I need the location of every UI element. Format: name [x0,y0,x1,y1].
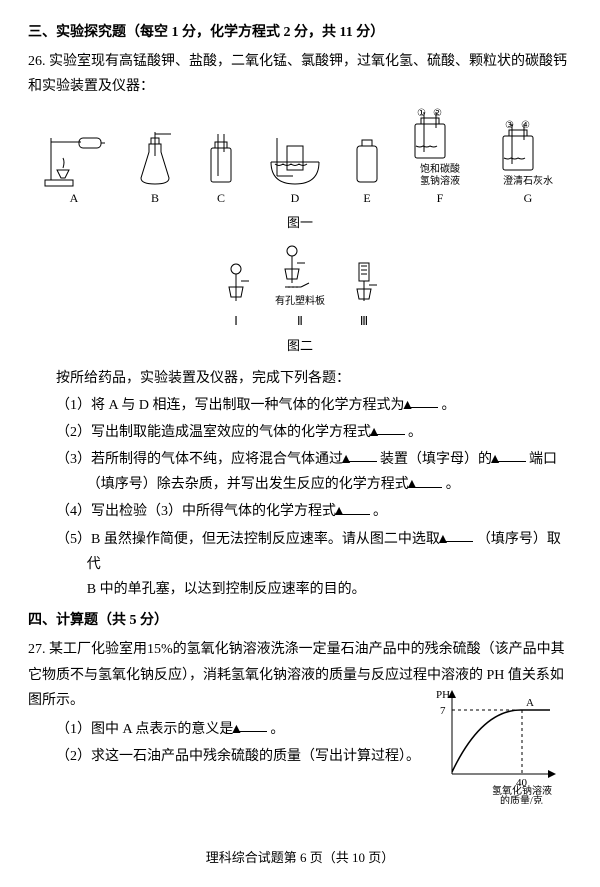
q26-num: 26. [28,54,46,69]
q27-p1-text: （1）图中 A 点表示的意义是 [56,722,233,737]
label-g: G [499,188,557,210]
label-f: F [411,188,469,210]
q26-p4: （4）写出检验（3）中所得气体的化学方程式 ▲ 。 [87,499,572,524]
apparatus-a: A [43,132,105,210]
blank: ▲ [412,472,442,487]
q27-num: 27. [28,642,46,657]
figure1-caption: 图一 [28,211,572,234]
q26-p3c: 端口 [529,452,557,467]
q26-p5: （5）B 虽然操作简便，但无法控制反应速率。请从图二中选取 ▲ （填序号）取代 … [87,527,572,603]
q26-p2: （2）写出制取能造成温室效应的气体的化学方程式 ▲ 。 [87,420,572,445]
q26-p4-text: （4）写出检验（3）中所得气体的化学方程式 [56,504,336,519]
blank: ▲ [237,717,267,732]
f-text1: 饱和碳酸 [420,164,460,175]
q26-p3b: 装置（填字母）的 [380,452,492,467]
apparatus-f: ① ② 饱和碳酸 氢钠溶液 F [411,108,469,210]
apparatus-d: D [267,132,323,210]
blank: ▲ [408,393,438,408]
q26-intro: 实验室现有高锰酸钾、盐酸，二氧化锰、氯酸钾，过氧化氢、硫酸、颗粒状的碳酸钙和实验… [28,54,567,94]
blank: ▲ [347,447,377,462]
figure2-row: Ⅰ 有孔塑料板 Ⅱ [28,243,572,333]
svg-text:①: ① [417,108,426,119]
chart-ylabel: PH [436,689,450,701]
period: 。 [441,398,455,413]
figure2-caption: 图二 [28,334,572,357]
svg-text:②: ② [433,108,442,119]
q27-p2-text: （2）求这一石油产品中残余硫酸的质量（写出计算过程）。 [56,749,420,764]
chart-point-a: A [526,697,534,709]
g-text1: 澄清石灰水 [503,176,553,187]
tag-1: Ⅰ [221,311,251,333]
tag-3: Ⅲ [349,311,379,333]
period: 。 [408,425,422,440]
q26-p1: （1）将 A 与 D 相连，写出制取一种气体的化学方程式为 ▲ 。 [87,393,572,418]
svg-text:③: ③ [505,120,514,131]
blank: ▲ [496,447,526,462]
blank: ▲ [375,420,405,435]
apparatus-b: B [135,132,175,210]
label-b: B [135,188,175,210]
q26-p3d: （填序号）除去杂质，并写出发生反应的化学方程式 [87,477,409,492]
question-26: 26. 实验室现有高锰酸钾、盐酸，二氧化锰、氯酸钾，过氧化氢、硫酸、颗粒状的碳酸… [28,49,572,602]
label-d: D [267,188,323,210]
figure1-row: A B C [28,108,572,210]
section3-title: 三、实验探究题（每空 1 分，化学方程式 2 分，共 11 分） [28,20,572,45]
question-27: 27. 某工厂化验室用15%的氢氧化钠溶液洗涤一定量石油产品中的残余硫酸（该产品… [28,637,572,813]
f-text2: 氢钠溶液 [420,176,460,187]
tag-2: Ⅱ [275,311,325,333]
fig2-note: 有孔塑料板 [275,293,325,311]
stopper-1: Ⅰ [221,261,251,333]
period: 。 [373,504,387,519]
period: 。 [270,722,284,737]
label-c: C [205,188,237,210]
apparatus-c: C [205,132,237,210]
q26-p1-text: （1）将 A 与 D 相连，写出制取一种气体的化学方程式为 [56,398,404,413]
q26-p3a: （3）若所制得的气体不纯，应将混合气体通过 [56,452,343,467]
q26-p5c: B 中的单孔塞，以达到控制反应速率的目的。 [87,582,366,597]
apparatus-g: ③ ④ 澄清石灰水 G [499,120,557,210]
q26-p5a: （5）B 虽然操作简便，但无法控制反应速率。请从图二中选取 [56,532,440,547]
q26-p3: （3）若所制得的气体不纯，应将混合气体通过 ▲ 装置（填字母）的 ▲ 端口 （填… [87,447,572,497]
chart-xlabel2: 的质量/克 [500,794,543,804]
svg-text:④: ④ [521,120,530,131]
page-footer: 理科综合试题第 6 页（共 10 页） [0,846,600,869]
q26-lead: 按所给药品，实验装置及仪器，完成下列各题： [28,366,572,391]
ph-chart: PH 7 A 40 氢氧化钠溶液 的质量/克 [432,684,572,813]
section4-title: 四、计算题（共 5 分） [28,608,572,633]
stopper-3: Ⅲ [349,261,379,333]
label-e: E [353,188,381,210]
blank: ▲ [340,499,370,514]
chart-ytick: 7 [440,705,446,717]
q26-p2-text: （2）写出制取能造成温室效应的气体的化学方程式 [56,425,371,440]
period: 。 [446,477,460,492]
label-a: A [43,188,105,210]
blank: ▲ [443,527,473,542]
apparatus-e: E [353,132,381,210]
stopper-2: 有孔塑料板 Ⅱ [275,243,325,333]
